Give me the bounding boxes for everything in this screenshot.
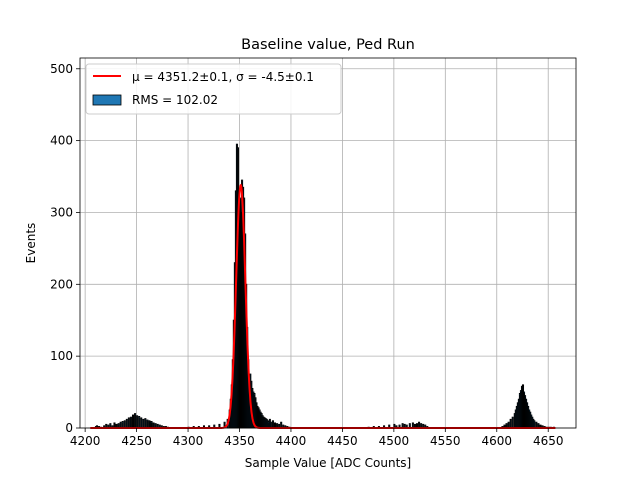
x-axis-ticks: 4200 4250 4300 4350 4400 4450 4500 4550 4600 4650 xyxy=(70,428,564,448)
y-tick-label: 100 xyxy=(50,349,73,363)
x-axis-label: Sample Value [ADC Counts] xyxy=(245,456,411,470)
histogram-bar xyxy=(140,417,143,429)
y-tick-label: 400 xyxy=(50,134,73,148)
histogram-bar xyxy=(148,420,151,429)
y-axis-label: Events xyxy=(24,223,38,264)
x-tick-label: 4200 xyxy=(70,434,101,448)
histogram-bar xyxy=(511,416,514,429)
histogram-bar xyxy=(123,420,126,429)
legend: μ = 4351.2±0.1, σ = -4.5±0.1 RMS = 102.0… xyxy=(85,63,342,115)
histogram-bar xyxy=(533,420,536,429)
y-tick-label: 0 xyxy=(65,421,73,435)
plot-frame xyxy=(79,57,577,429)
legend-rms-label: RMS = 102.02 xyxy=(132,93,218,107)
x-tick-label: 4450 xyxy=(327,434,358,448)
legend-rms-swatch xyxy=(92,94,122,106)
x-tick-label: 4650 xyxy=(533,434,564,448)
plot-area xyxy=(80,58,576,428)
x-tick-label: 4550 xyxy=(430,434,461,448)
legend-box xyxy=(85,63,342,115)
x-tick-label: 4300 xyxy=(173,434,204,448)
histogram-bar xyxy=(136,415,139,429)
histogram-bar xyxy=(271,420,274,429)
histogram-bar xyxy=(142,418,145,429)
legend-fit-label: μ = 4351.2±0.1, σ = -4.5±0.1 xyxy=(132,70,314,84)
histogram-bar xyxy=(129,416,132,429)
histogram-bar xyxy=(127,417,130,429)
x-tick-label: 4500 xyxy=(379,434,410,448)
y-tick-label: 200 xyxy=(50,277,73,291)
y-tick-label: 300 xyxy=(50,205,73,219)
histogram-bar xyxy=(144,418,147,429)
histogram-bar xyxy=(146,419,149,429)
histogram-bar xyxy=(131,414,135,429)
x-tick-label: 4600 xyxy=(481,434,512,448)
y-tick-label: 500 xyxy=(50,62,73,76)
x-tick-label: 4350 xyxy=(224,434,255,448)
chart-title: Baseline value, Ped Run xyxy=(241,37,415,53)
histogram-bar xyxy=(134,413,137,429)
x-tick-label: 4400 xyxy=(276,434,307,448)
histogram-bar xyxy=(125,418,128,429)
x-tick-label: 4250 xyxy=(121,434,152,448)
histogram-bar xyxy=(509,418,512,429)
histogram-bar xyxy=(138,416,141,429)
y-axis-ticks: 0 100 200 300 400 500 xyxy=(50,62,80,435)
